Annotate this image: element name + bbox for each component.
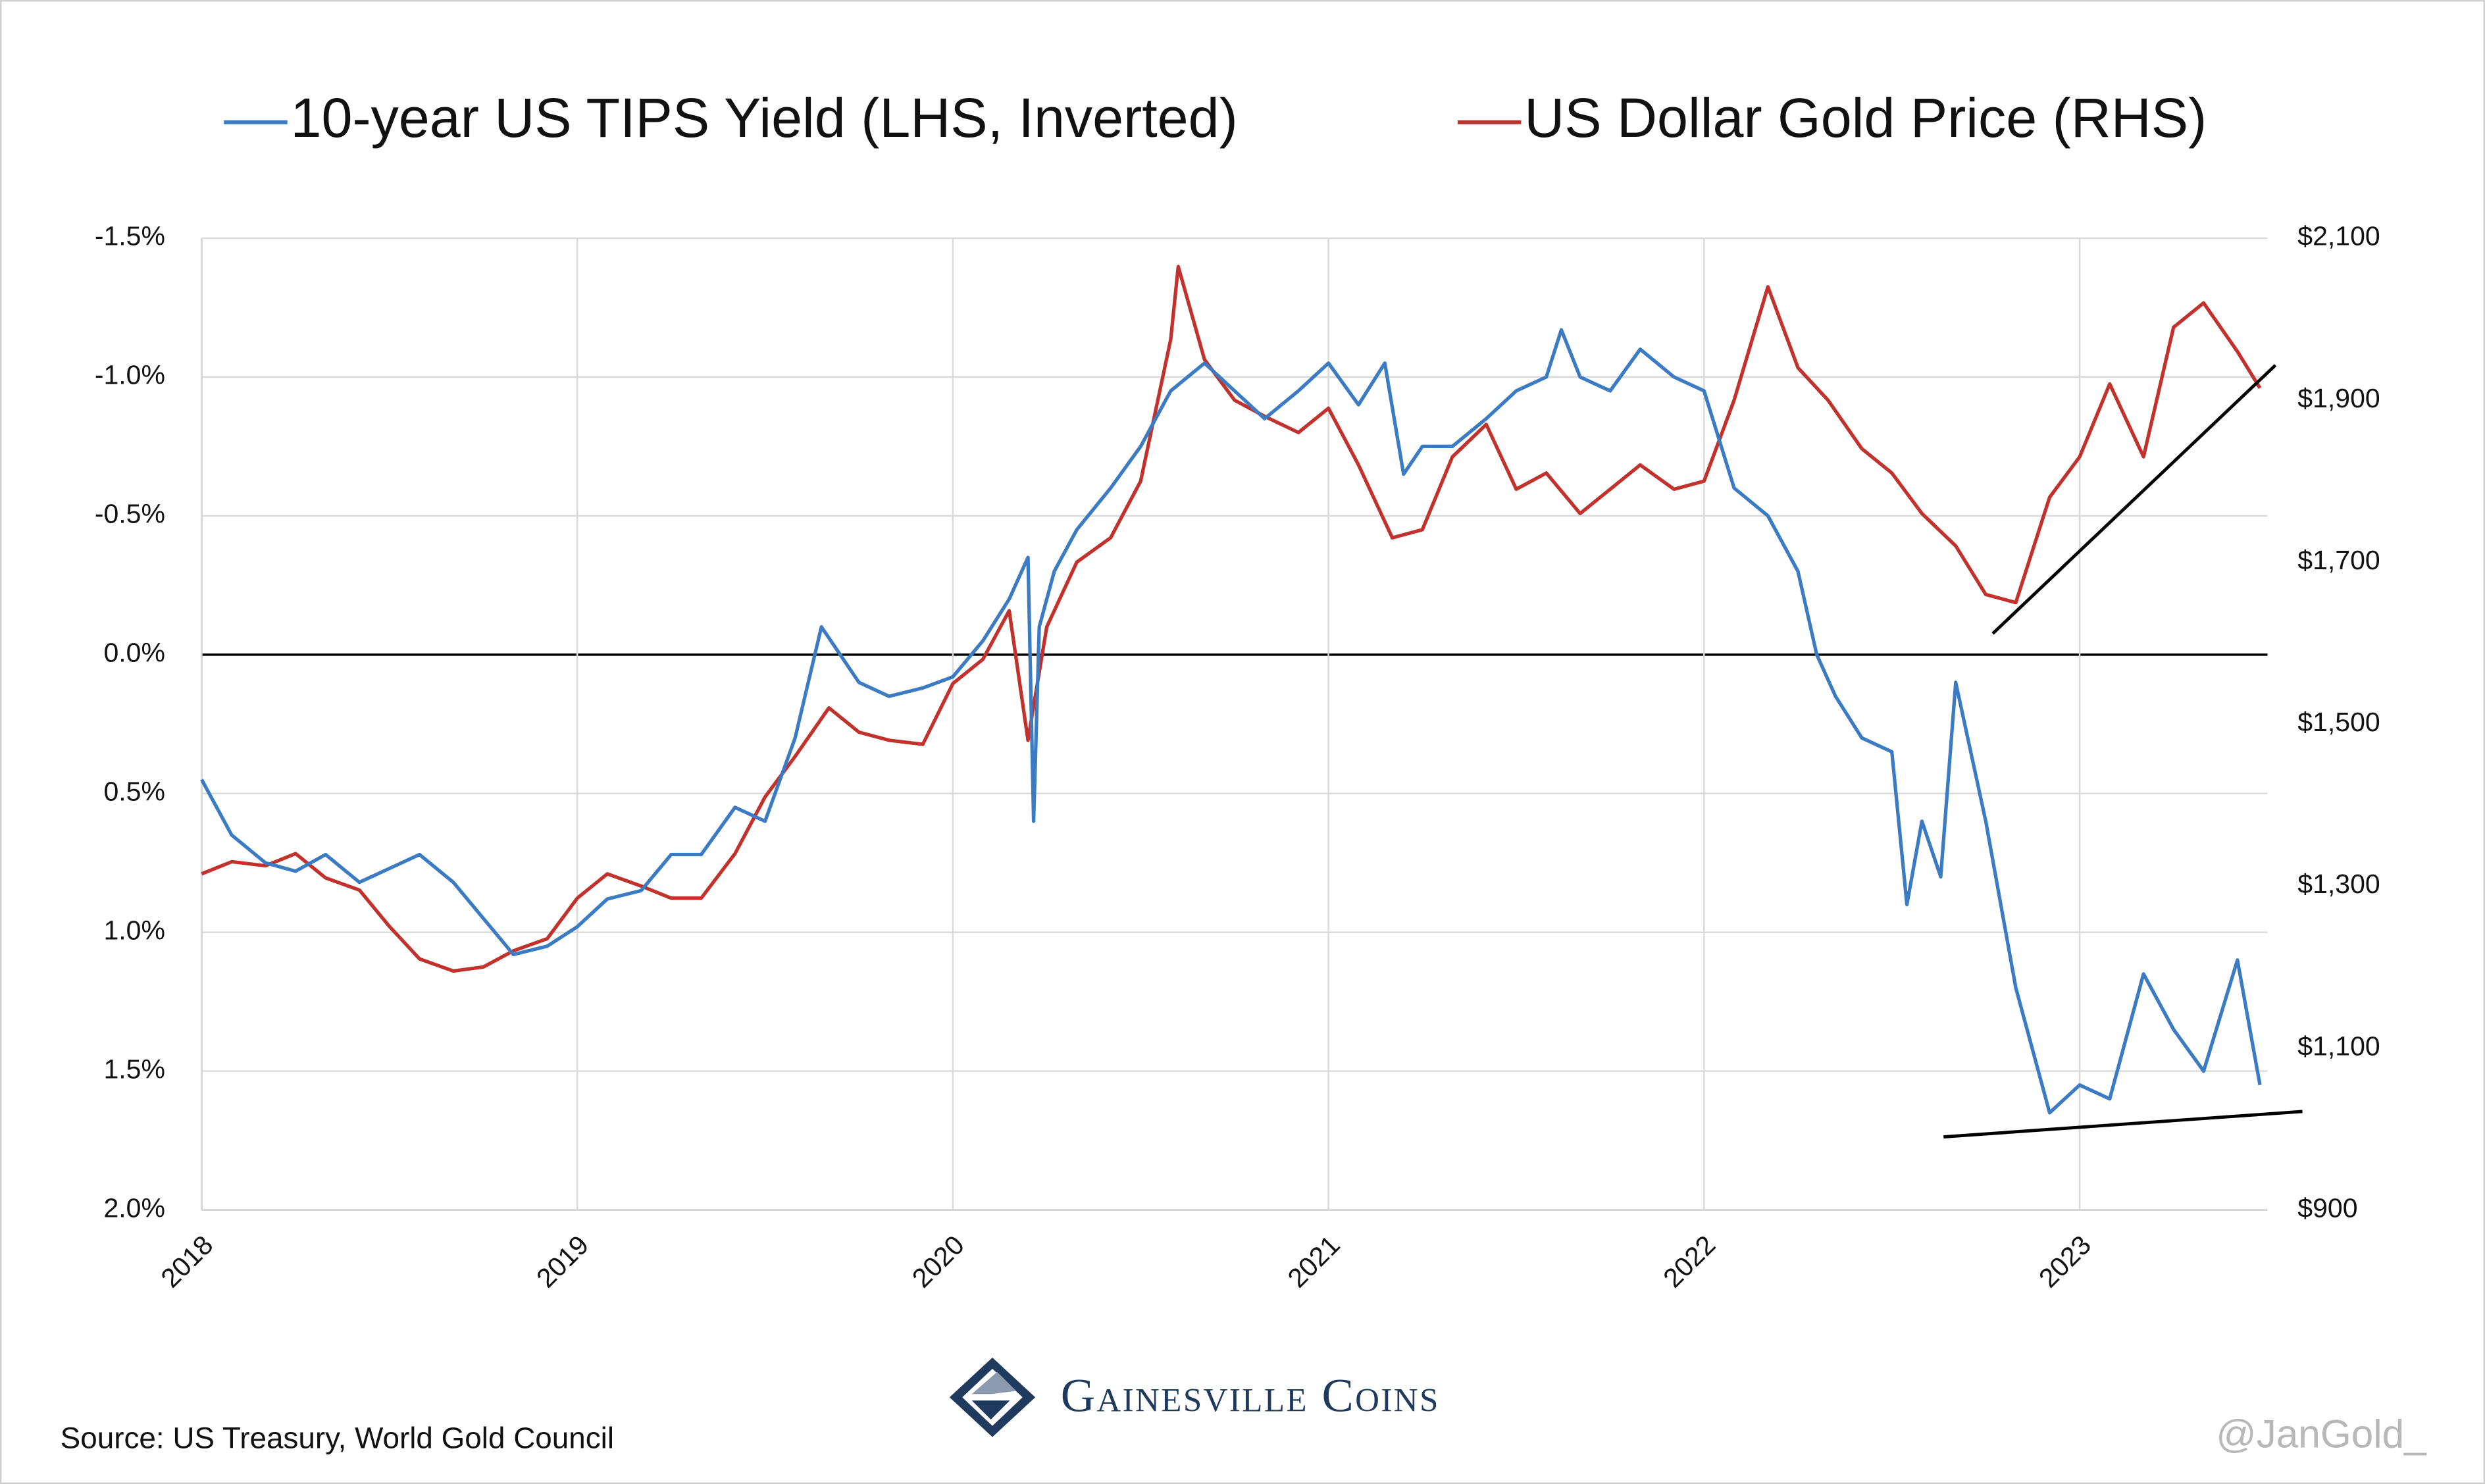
series bbox=[200, 265, 2262, 1115]
trend-line bbox=[1991, 364, 2277, 635]
y-tick-label: -1.5% bbox=[95, 221, 165, 251]
trend-line bbox=[1943, 1110, 2303, 1139]
y-tick-label: 1.0% bbox=[103, 915, 165, 945]
y2-tick-label: $1,500 bbox=[2297, 707, 2380, 737]
y2-tick-label: $2,100 bbox=[2297, 221, 2380, 251]
brand: Gainesville Coins bbox=[1061, 1369, 1440, 1422]
y-tick-label: -0.5% bbox=[95, 499, 165, 529]
y2-tick-label: $1,700 bbox=[2297, 545, 2380, 575]
source: Source: US Treasury, World Gold Council bbox=[61, 1421, 614, 1455]
series-line bbox=[200, 328, 2262, 1115]
legend-label: 10-year US TIPS Yield (LHS, Inverted) bbox=[291, 87, 1238, 149]
legend-label: US Dollar Gold Price (RHS) bbox=[1524, 87, 2207, 149]
y2-tick-label: $900 bbox=[2297, 1192, 2357, 1223]
y2-tick-label: $1,900 bbox=[2297, 383, 2380, 413]
y-tick-label: -1.0% bbox=[95, 360, 165, 390]
y2-tick-label: $1,100 bbox=[2297, 1031, 2380, 1061]
y2-tick-label: $1,300 bbox=[2297, 869, 2380, 899]
y-tick-label: 0.0% bbox=[103, 638, 165, 668]
credit: @JanGold_ bbox=[2216, 1412, 2427, 1456]
y-tick-label: 2.0% bbox=[103, 1192, 165, 1223]
series-line bbox=[201, 265, 2262, 973]
y-tick-label: 0.5% bbox=[103, 777, 165, 807]
y-tick-label: 1.5% bbox=[103, 1054, 165, 1084]
